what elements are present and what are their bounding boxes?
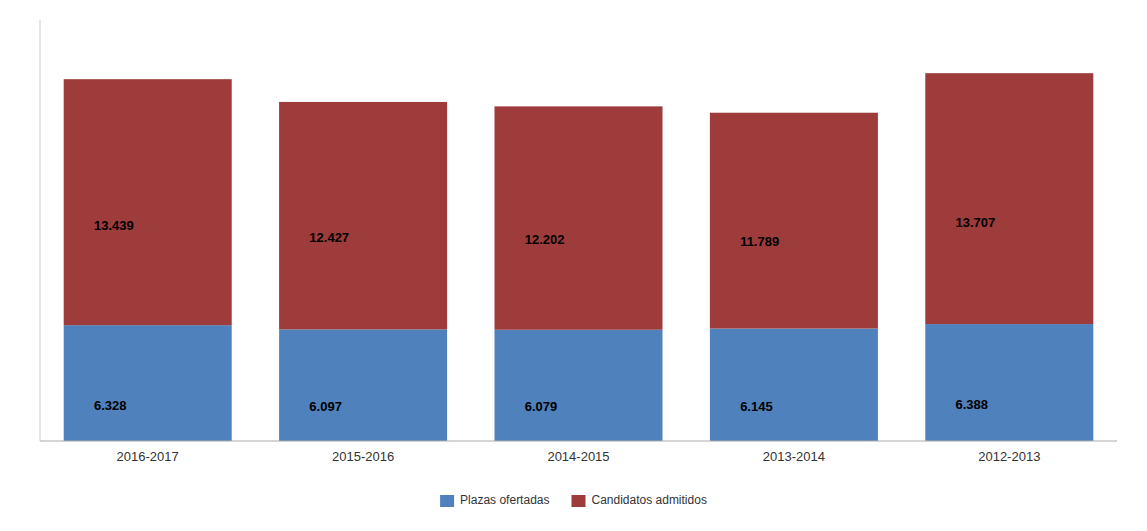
- bar-segment: [710, 113, 878, 329]
- x-tick-label: 2016-2017: [117, 449, 179, 464]
- data-label: 12.427: [309, 230, 349, 245]
- bar-segment: [279, 102, 447, 329]
- bars: [64, 73, 1094, 441]
- legend-swatch: [571, 495, 585, 507]
- data-label: 12.202: [525, 232, 565, 247]
- chart-container: 6.328 6.097 6.079 6.145 6.388 13.439 12.427 12.…: [0, 0, 1147, 531]
- x-tick-label: 2014-2015: [547, 449, 609, 464]
- bar-segment: [494, 106, 662, 329]
- data-label: 6.145: [740, 399, 773, 414]
- data-label: 13.707: [956, 215, 996, 230]
- legend-label: Candidatos admitidos: [591, 493, 706, 507]
- x-tick-label: 2015-2016: [332, 449, 394, 464]
- bar-segment: [64, 325, 232, 441]
- bar-segment: [710, 329, 878, 441]
- data-label: 6.097: [309, 399, 342, 414]
- bar-segment: [279, 329, 447, 441]
- data-label: 11.789: [740, 234, 779, 249]
- x-tick-label: 2013-2014: [763, 449, 825, 464]
- bar-segment: [64, 79, 232, 325]
- data-label: 6.328: [94, 398, 127, 413]
- bar-segment: [925, 324, 1093, 441]
- bar-segment: [925, 73, 1093, 324]
- y-axis-line: [40, 20, 41, 441]
- bar-segment: [494, 330, 662, 441]
- legend-swatch: [440, 495, 454, 507]
- x-tick-label: 2012-2013: [978, 449, 1040, 464]
- legend: Plazas ofertadas Candidatos admitidos: [440, 493, 707, 507]
- legend-label: Plazas ofertadas: [460, 493, 549, 507]
- data-label: 6.388: [956, 397, 989, 412]
- chart: 6.328 6.097 6.079 6.145 6.388 13.439 12.427 12.…: [0, 0, 1147, 531]
- data-label: 6.079: [525, 399, 558, 414]
- data-label: 13.439: [94, 218, 134, 233]
- x-axis-line: [40, 441, 1117, 442]
